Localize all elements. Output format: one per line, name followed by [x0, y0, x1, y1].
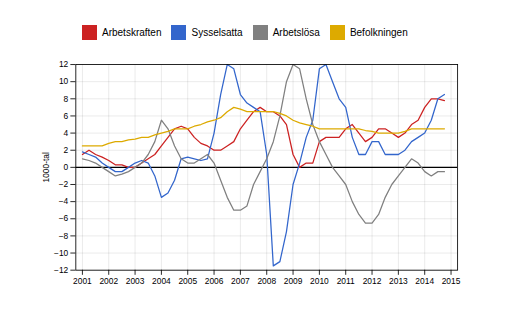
- svg-text:2005: 2005: [178, 276, 197, 286]
- svg-text:2015: 2015: [442, 276, 461, 286]
- svg-text:6: 6: [64, 111, 69, 121]
- svg-text:2008: 2008: [257, 276, 276, 286]
- svg-text:−6: −6: [59, 213, 69, 223]
- svg-text:12: 12: [59, 59, 69, 69]
- svg-text:−10: −10: [54, 248, 69, 258]
- svg-text:0: 0: [64, 162, 69, 172]
- html-text:Arbetskraften: Arbetskraften: [102, 27, 162, 38]
- svg-text:2001: 2001: [73, 276, 92, 286]
- svg-text:2007: 2007: [231, 276, 250, 286]
- svg-text:2010: 2010: [310, 276, 329, 286]
- html-text:Sysselsatta: Sysselsatta: [191, 27, 243, 38]
- svg-text:−2: −2: [59, 179, 69, 189]
- html-text:Arbetslösa: Arbetslösa: [272, 27, 320, 38]
- html-text:Befolkningen: Befolkningen: [349, 27, 408, 38]
- svg-text:8: 8: [64, 94, 69, 104]
- svg-text:2004: 2004: [152, 276, 171, 286]
- svg-text:4: 4: [64, 128, 69, 138]
- svg-text:2: 2: [64, 145, 69, 155]
- svg-text:2011: 2011: [337, 276, 355, 286]
- svg-text:−4: −4: [59, 196, 69, 206]
- svg-text:2013: 2013: [389, 276, 408, 286]
- svg-text:−8: −8: [59, 231, 69, 241]
- svg-text:2003: 2003: [126, 276, 145, 286]
- svg-text:2009: 2009: [284, 276, 303, 286]
- svg-text:1000-tal: 1000-tal: [41, 152, 51, 183]
- svg-text:10: 10: [59, 76, 69, 86]
- svg-text:2014: 2014: [415, 276, 434, 286]
- svg-text:2012: 2012: [363, 276, 382, 286]
- svg-text:2002: 2002: [99, 276, 118, 286]
- svg-text:−12: −12: [54, 265, 69, 275]
- svg-text:2006: 2006: [205, 276, 224, 286]
